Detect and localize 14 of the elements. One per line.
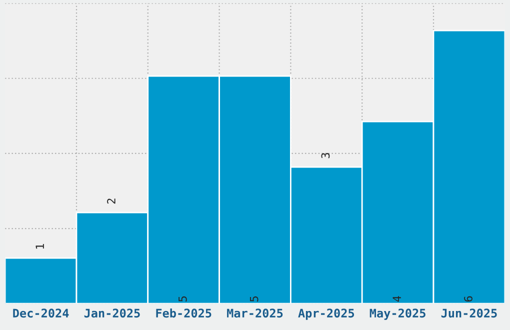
data-label: 6 [464,296,472,302]
data-label: 1 [36,244,44,249]
x-tick-label: Apr-2025 [298,308,354,320]
x-tick-label: Feb-2025 [156,308,212,318]
data-label: 3 [321,153,330,158]
data-label: 2 [107,198,116,204]
x-tick-label: Mar-2025 [227,308,283,318]
data-label: 4 [392,296,401,302]
x-tick-label: May-2025 [370,308,426,320]
data-label: 5 [250,296,258,302]
x-tick-label: Jun-2025 [441,308,497,318]
x-tick-label: Dec-2024 [13,308,69,318]
data-label: 5 [178,296,187,302]
x-tick-label: Jan-2025 [84,308,140,318]
